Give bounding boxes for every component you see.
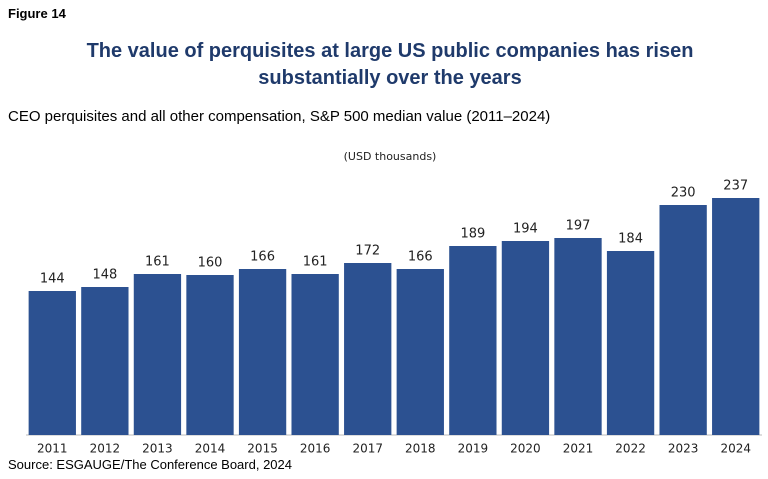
source: Source: ESGAUGE/The Conference Board, 20… xyxy=(8,457,292,472)
chart-subtitle: CEO perquisites and all other compensati… xyxy=(8,108,551,125)
x-tick-label: 2024 xyxy=(720,442,751,456)
x-tick-label: 2013 xyxy=(142,442,173,456)
x-tick-label: 2014 xyxy=(195,442,226,456)
data-label: 160 xyxy=(198,256,223,271)
chart-title: The value of perquisites at large US pub… xyxy=(86,40,694,89)
x-tick-label: 2016 xyxy=(300,442,331,456)
bar xyxy=(554,238,602,435)
x-tick-label: 2011 xyxy=(37,442,68,456)
x-tick-label: 2019 xyxy=(458,442,489,456)
bar xyxy=(186,275,234,435)
data-label: 237 xyxy=(723,179,748,194)
data-label: 166 xyxy=(408,250,433,265)
data-label: 184 xyxy=(618,232,643,247)
figure-label: Figure 14 xyxy=(8,6,66,21)
x-tick-label: 2023 xyxy=(668,442,699,456)
data-label: 172 xyxy=(355,244,380,259)
bar xyxy=(501,241,550,435)
data-label: 144 xyxy=(40,272,65,287)
x-tick-label: 2020 xyxy=(510,442,541,456)
data-label: 197 xyxy=(566,219,591,234)
data-label: 161 xyxy=(303,255,328,270)
x-tick-label: 2018 xyxy=(405,442,436,456)
bar xyxy=(81,287,129,435)
bar xyxy=(449,246,497,435)
y-axis-label: (USD thousands) xyxy=(344,150,437,163)
bar xyxy=(291,274,339,435)
data-label: 166 xyxy=(250,250,275,265)
x-tick-label: 2015 xyxy=(247,442,278,456)
data-label: 189 xyxy=(460,227,485,242)
data-label: 194 xyxy=(513,222,538,237)
data-label: 230 xyxy=(671,186,696,201)
bar xyxy=(712,198,760,435)
data-label: 148 xyxy=(92,268,117,283)
data-label: 161 xyxy=(145,255,170,270)
bar xyxy=(396,269,444,435)
x-tick-label: 2017 xyxy=(352,442,383,456)
x-tick-label: 2012 xyxy=(90,442,121,456)
x-tick-label: 2022 xyxy=(615,442,646,456)
bar xyxy=(344,263,392,435)
bar xyxy=(606,251,655,435)
bar xyxy=(133,274,182,435)
x-tick-label: 2021 xyxy=(563,442,594,456)
bar xyxy=(28,291,76,435)
bar xyxy=(238,269,287,435)
bar xyxy=(659,205,707,435)
